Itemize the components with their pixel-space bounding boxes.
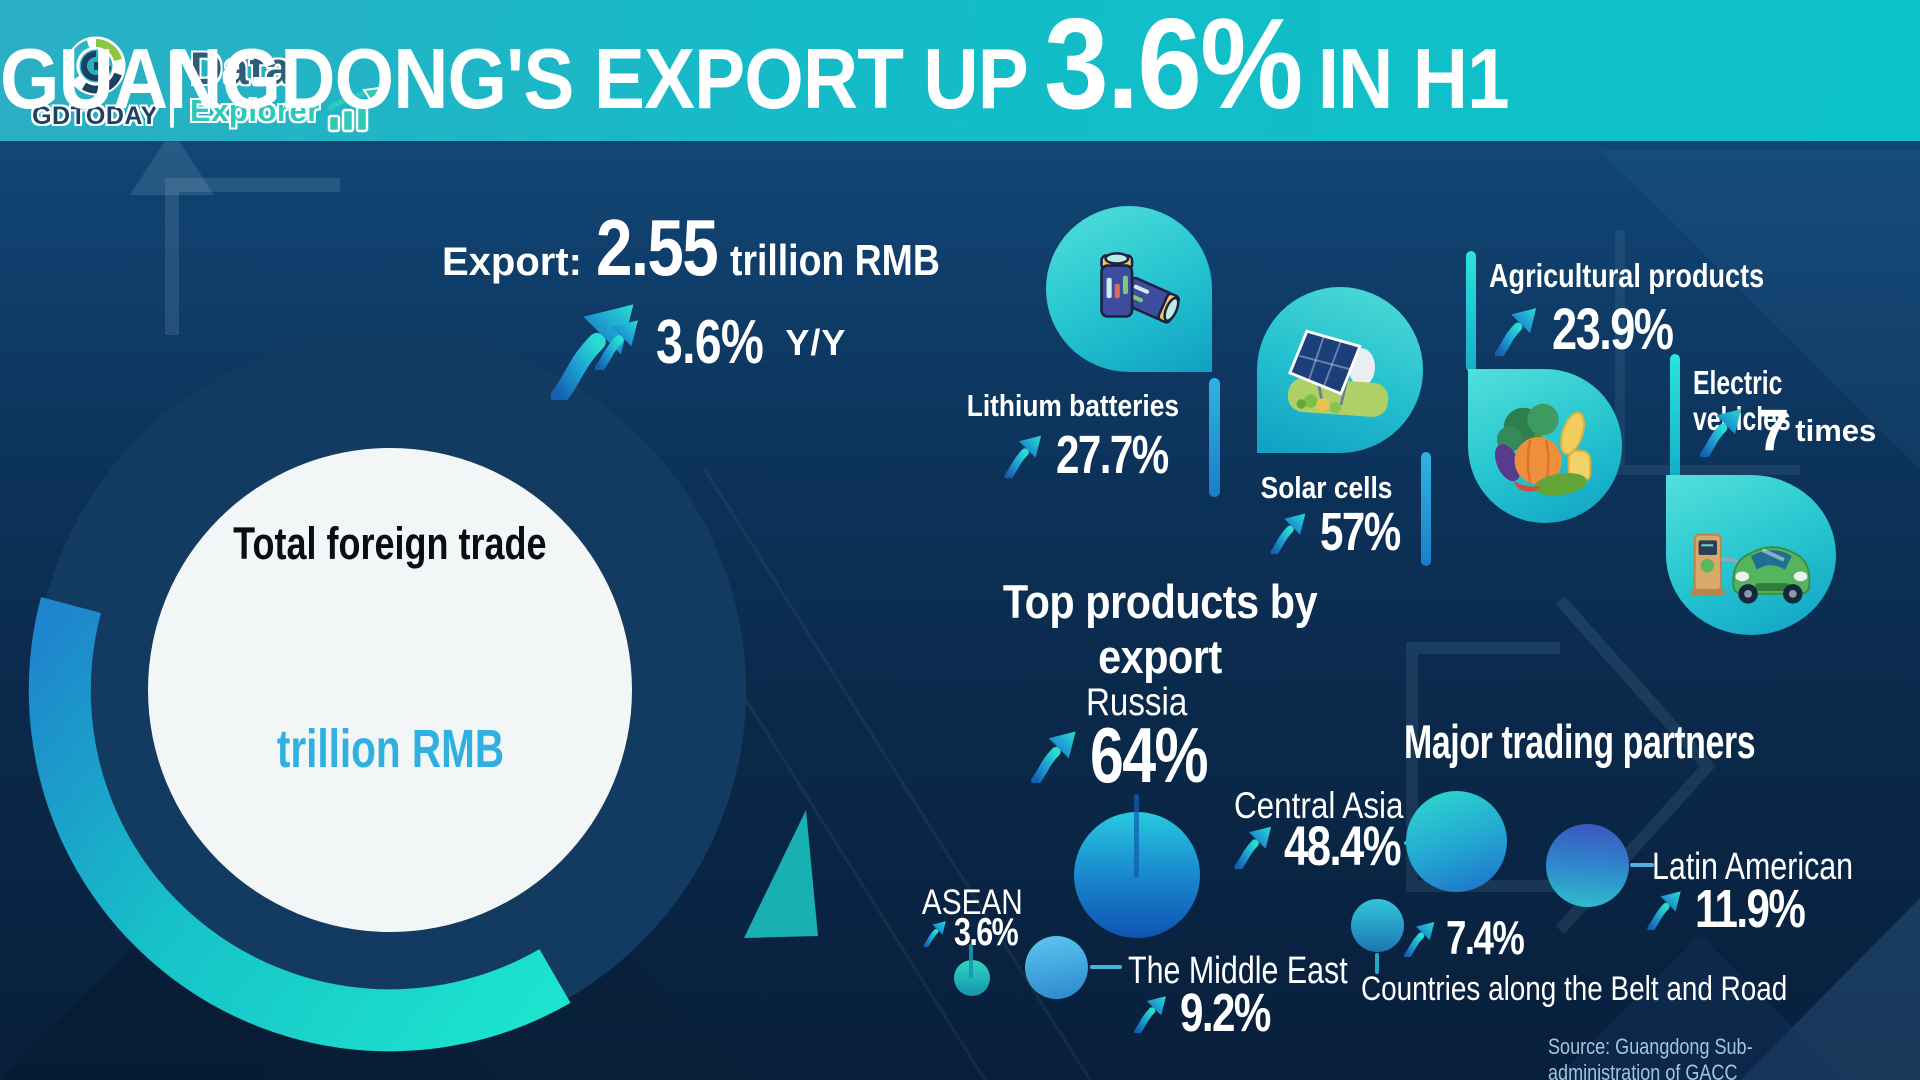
partner-growth-russia: 64% (1028, 716, 1240, 794)
vegetables-icon (1494, 403, 1592, 496)
up-arrow-icon (1402, 919, 1440, 957)
data-explorer-word-data: Data (190, 43, 292, 94)
data-explorer-chart-icon (327, 86, 382, 133)
export-growth: 3.6% Y/Y (592, 312, 846, 374)
product-label-solar: Solar cells (1261, 470, 1393, 505)
divider-bar (1421, 452, 1431, 566)
product-growth-solar: 57% (1268, 505, 1422, 559)
connector-line (1630, 863, 1654, 867)
partner-label-middle-east: The Middle East (1128, 950, 1348, 992)
up-arrow-icon (1645, 888, 1687, 930)
divider-bar (1670, 354, 1680, 478)
partner-growth-latin-american: 11.9% (1645, 882, 1835, 936)
section-title-top-products: Top products by export (1002, 575, 1318, 683)
product-growth-ev: 7 times (1697, 402, 1876, 460)
gdtoday-wordmark: GDTODAY (32, 102, 158, 130)
partner-label-asean: ASEAN (922, 883, 1023, 922)
partner-growth-middle-east: 9.2% (1132, 986, 1295, 1040)
export-growth-value: 3.6% (656, 308, 764, 377)
connector-line (969, 944, 973, 978)
total-trade-unit: trillion RMB (276, 719, 504, 779)
connector-line (1134, 794, 1139, 878)
up-arrow-icon (1268, 510, 1312, 554)
product-growth-lithium: 27.7% (1002, 428, 1199, 482)
header-band: GDTODAY Data Explorer GUANGDONG'S EXPORT… (0, 0, 1920, 141)
agricultural-products-blob (1468, 369, 1622, 523)
partner-bubble-middle-east (1025, 936, 1088, 999)
up-arrow-icon (1492, 304, 1544, 356)
divider-bar (1209, 378, 1220, 497)
up-arrow-icon (1002, 432, 1048, 478)
export-value: 2.55 (596, 203, 719, 292)
up-arrow-icon (1232, 823, 1278, 869)
up-arrow-icon (922, 919, 950, 947)
solar-panel-icon (1287, 329, 1389, 417)
partner-label-central-asia: Central Asia (1233, 785, 1404, 826)
title-highlight-value: 3.6% (1044, 0, 1303, 136)
product-label-lithium: Lithium batteries (966, 388, 1179, 423)
section-title-partners: Major trading partners (1404, 715, 1756, 768)
gdtoday-logo-icon (66, 36, 126, 96)
divider-bar (1466, 251, 1476, 372)
product-label-agricultural: Agricultural products (1489, 257, 1765, 294)
partner-label-latin-american: Latin American (1652, 846, 1854, 888)
connector-line (1375, 953, 1379, 974)
page-title: GUANGDONG'S EXPORT UP 3.6% IN H1 (0, 0, 1728, 131)
partner-growth-belt-road: 7.4% (1402, 914, 1545, 961)
brand-divider (170, 50, 174, 128)
export-label: Export: (442, 240, 582, 284)
total-trade-value: 3.86 (160, 576, 620, 704)
export-stat: Export: 2.55 trillion RMB (442, 203, 977, 292)
source-note: Source: Guangdong Sub-administration of … (1548, 1034, 1753, 1080)
export-unit: trillion RMB (729, 236, 940, 285)
export-growth-period: Y/Y (785, 322, 847, 363)
partner-bubble-latin-american (1546, 824, 1629, 907)
data-explorer-word-explorer: Explorer (190, 93, 320, 128)
title-suffix: IN H1 (1317, 32, 1510, 127)
partner-label-belt-road: Countries along the Belt and Road (1361, 970, 1788, 1008)
total-trade-label: Total foreign trade (233, 518, 547, 569)
battery-icon (1100, 252, 1180, 324)
product-growth-agricultural: 23.9% (1492, 301, 1706, 359)
connector-line (1090, 965, 1122, 969)
up-arrow-icon (1697, 405, 1749, 457)
electric-vehicles-blob (1666, 475, 1836, 635)
solar-cells-blob (1257, 287, 1423, 453)
product-label-ev: Electric vehicles (1693, 364, 1791, 438)
partner-bubble-central-asia (1406, 791, 1507, 892)
electric-car-icon (1690, 533, 1811, 604)
total-trade-donut (28, 334, 746, 1052)
up-arrow-icon (592, 316, 646, 370)
partner-label-russia: Russia (1086, 681, 1188, 724)
up-arrow-icon (1028, 727, 1084, 783)
partner-bubble-belt-road (1351, 899, 1404, 952)
partner-growth-asean: 3.6% (922, 913, 1035, 952)
up-arrow-icon (1132, 993, 1172, 1033)
lithium-batteries-blob (1046, 206, 1212, 372)
title-prefix: GUANGDONG'S EXPORT UP (0, 32, 1029, 127)
partner-growth-central-asia: 48.4% (1232, 818, 1433, 874)
